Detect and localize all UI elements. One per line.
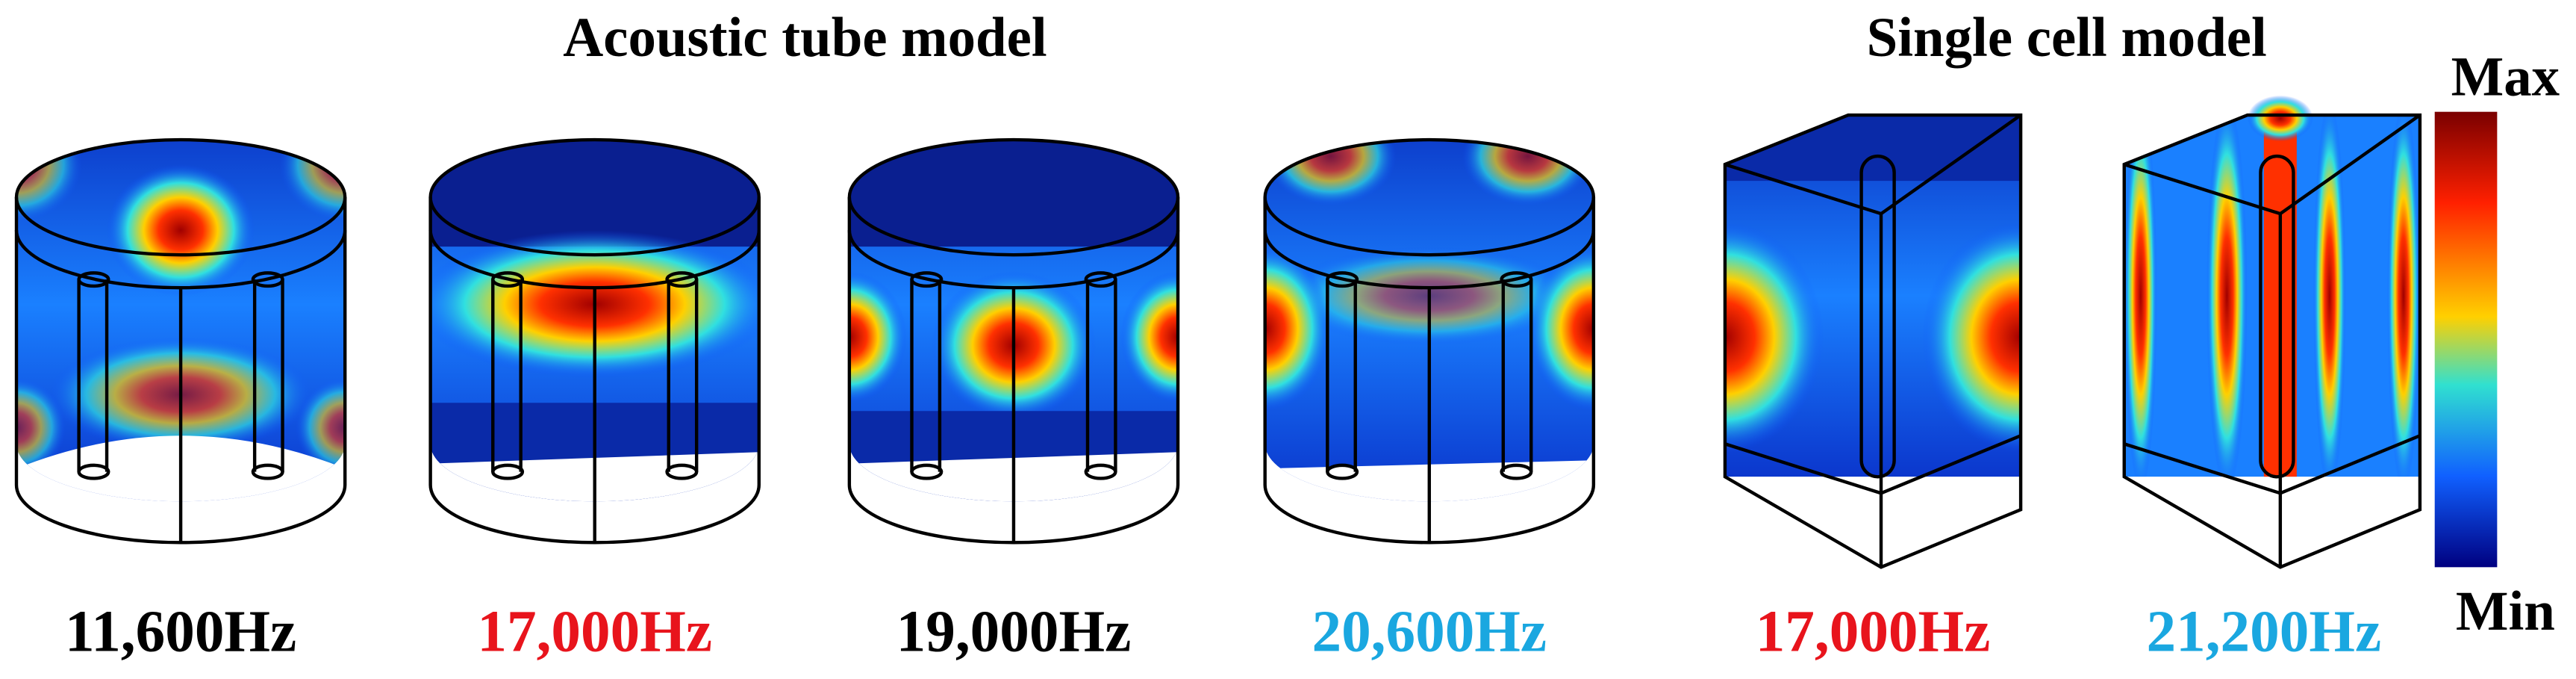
- field-plot: [1627, 99, 2119, 567]
- title: Acoustic tube model: [563, 7, 1047, 69]
- labels: 11,600Hz 17,000Hz 19,000Hz 20,600Hz 17,000Hz…: [65, 599, 2381, 665]
- colorbar-max: Max: [2451, 46, 2560, 108]
- field-plot: [1200, 99, 1659, 542]
- frequency-label: 20,600Hz: [1312, 599, 1547, 665]
- title: Single cell model: [1867, 7, 2267, 69]
- field-plot: [414, 99, 776, 542]
- frequency-label: 21,200Hz: [2147, 599, 2382, 665]
- colorbar-min: Min: [2456, 580, 2555, 642]
- field-plot: [0, 99, 411, 542]
- field-plot: [792, 99, 1235, 542]
- frequency-label: 19,000Hz: [896, 599, 1132, 665]
- frequency-label: 17,000Hz: [1756, 599, 1991, 665]
- colorbar: [2434, 111, 2498, 568]
- field-plot: [2116, 95, 2428, 568]
- frequency-label: 11,600Hz: [65, 599, 296, 665]
- frequency-label: 17,000Hz: [477, 599, 712, 665]
